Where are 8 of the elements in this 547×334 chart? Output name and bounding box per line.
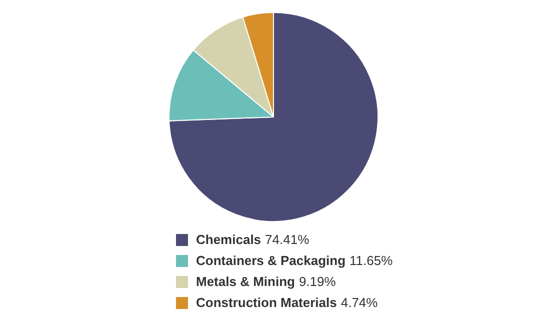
legend-label: Construction Materials [196,295,337,310]
legend-label: Metals & Mining [196,274,295,289]
data-label: 74.41% [265,232,310,247]
legend-label: Containers & Packaging [196,253,346,268]
legend-label: Chemicals [196,232,262,247]
data-label: 9.19% [298,274,336,289]
data-label: 11.65% [350,253,393,268]
data-label: 4.74% [340,295,378,310]
